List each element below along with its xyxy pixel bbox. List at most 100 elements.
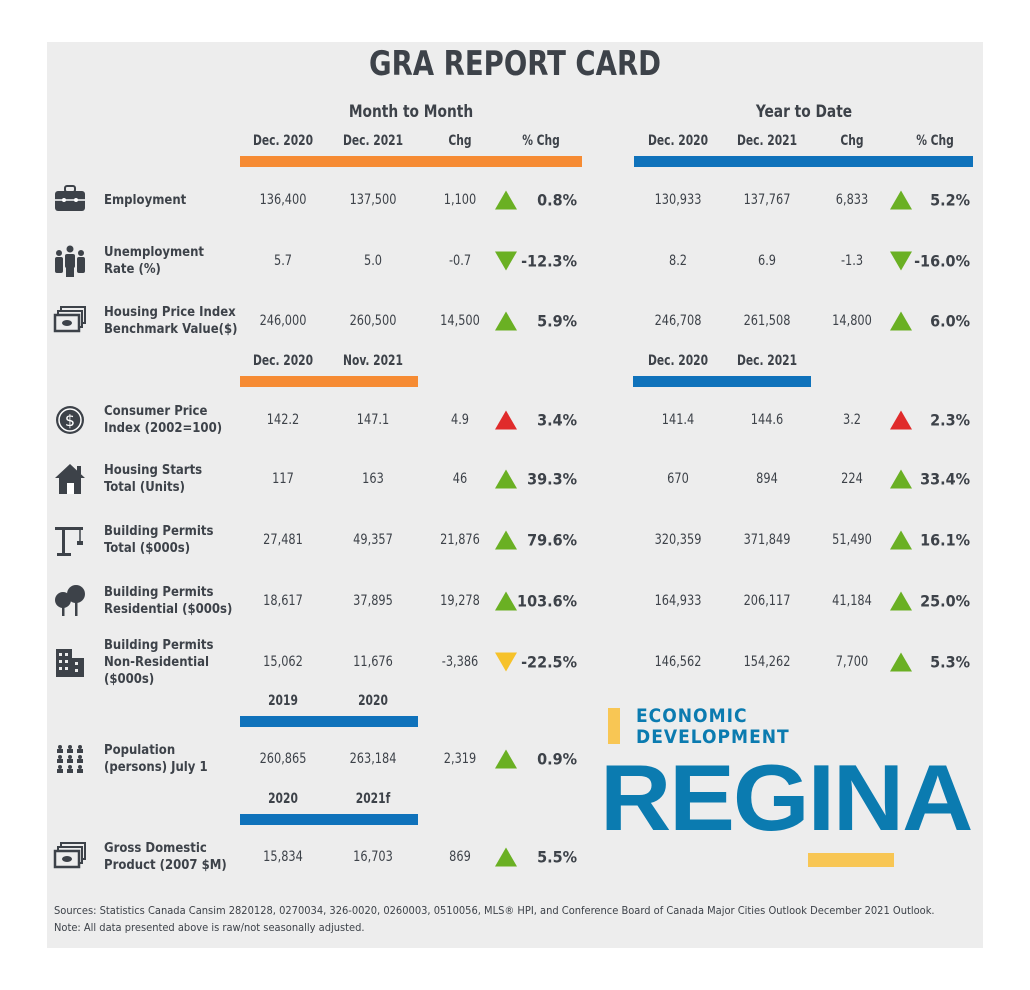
percent-change: 39.3% bbox=[527, 469, 577, 489]
column-header: Chg bbox=[448, 133, 472, 149]
trend-up-icon bbox=[495, 190, 517, 210]
trend-down-icon bbox=[495, 652, 517, 672]
metric-label: Unemployment bbox=[104, 245, 205, 260]
value-cell: 27,481 bbox=[263, 532, 303, 548]
percent-change: 103.6% bbox=[517, 591, 577, 611]
metric-label: Benchmark Value($) bbox=[104, 322, 238, 337]
column-header: Dec. 2020 bbox=[252, 133, 314, 149]
value-cell: 16,703 bbox=[353, 849, 393, 865]
change-value: -0.7 bbox=[448, 253, 472, 269]
value-cell: 130,933 bbox=[654, 192, 702, 208]
value-cell: 164,933 bbox=[654, 593, 702, 609]
percent-change: 5.5% bbox=[537, 847, 577, 867]
dollar-coin-icon: $ bbox=[53, 403, 87, 437]
blue-divider-bar bbox=[240, 716, 418, 727]
svg-text:$: $ bbox=[65, 411, 75, 430]
logo-underline bbox=[808, 853, 894, 867]
logo-line1: ECONOMIC bbox=[636, 705, 748, 727]
logo-regina: REGINA bbox=[600, 745, 973, 850]
column-header: Chg bbox=[840, 133, 864, 149]
trend-up-icon bbox=[495, 410, 517, 430]
value-cell: 49,357 bbox=[353, 532, 393, 548]
value-cell: 147.1 bbox=[356, 412, 390, 428]
metric-label: Building Permits bbox=[104, 637, 214, 653]
metric-label: Non-Residential bbox=[104, 654, 210, 670]
value-cell: 15,062 bbox=[263, 654, 303, 670]
value-cell: 260,500 bbox=[349, 313, 397, 329]
change-value: 3.2 bbox=[842, 412, 862, 428]
value-cell: 154,262 bbox=[743, 654, 791, 670]
change-value: 224 bbox=[841, 471, 863, 487]
crane-icon bbox=[53, 523, 87, 557]
change-value: 21,876 bbox=[440, 532, 480, 548]
trend-up-icon bbox=[890, 652, 912, 672]
value-cell: 117 bbox=[272, 471, 294, 487]
section-month-to-month: Month to Month bbox=[348, 102, 474, 122]
column-header: 2021f bbox=[355, 791, 391, 807]
percent-change: -12.3% bbox=[521, 251, 577, 271]
population-icon bbox=[53, 742, 87, 776]
value-cell: 894 bbox=[756, 471, 778, 487]
column-header: Dec. 2020 bbox=[647, 353, 709, 369]
value-cell: 320,359 bbox=[654, 532, 702, 548]
blue-divider-bar bbox=[634, 156, 973, 167]
column-header: % Chg bbox=[522, 133, 560, 149]
value-cell: 263,184 bbox=[349, 751, 397, 767]
office-building-icon bbox=[53, 645, 87, 679]
trend-up-icon bbox=[890, 469, 912, 489]
percent-change: -16.0% bbox=[914, 251, 970, 271]
value-cell: 11,676 bbox=[353, 654, 393, 670]
percent-change: 25.0% bbox=[920, 591, 970, 611]
change-value: 14,500 bbox=[440, 313, 480, 329]
change-value: 51,490 bbox=[832, 532, 872, 548]
column-header: Dec. 2020 bbox=[647, 133, 709, 149]
change-value: 19,278 bbox=[440, 593, 480, 609]
change-value: -1.3 bbox=[840, 253, 864, 269]
metric-label: Total ($000s) bbox=[104, 541, 191, 556]
metric-label: Consumer Price bbox=[104, 404, 208, 419]
value-cell: 6.9 bbox=[757, 253, 777, 269]
metric-label: (persons) July 1 bbox=[104, 760, 208, 775]
value-cell: 5.7 bbox=[273, 253, 293, 269]
metric-label: Building Permits bbox=[104, 524, 214, 539]
percent-change: 33.4% bbox=[920, 469, 970, 489]
percent-change: 5.9% bbox=[537, 311, 577, 331]
value-cell: 246,000 bbox=[259, 313, 307, 329]
trend-up-icon bbox=[890, 410, 912, 430]
logo-line2: DEVELOPMENT bbox=[636, 726, 790, 748]
value-cell: 15,834 bbox=[263, 849, 303, 865]
metric-label: Employment bbox=[104, 192, 187, 208]
trend-up-icon bbox=[890, 591, 912, 611]
column-header: Nov. 2021 bbox=[343, 353, 403, 369]
change-value: 4.9 bbox=[450, 412, 470, 428]
value-cell: 371,849 bbox=[743, 532, 791, 548]
trend-up-icon bbox=[890, 311, 912, 331]
percent-change: 16.1% bbox=[920, 530, 970, 550]
trend-up-icon bbox=[495, 469, 517, 489]
orange-divider-bar bbox=[240, 376, 418, 387]
percent-change: 6.0% bbox=[930, 311, 970, 331]
metric-label: Housing Starts bbox=[104, 463, 203, 478]
value-cell: 670 bbox=[667, 471, 689, 487]
column-header: Dec. 2021 bbox=[736, 353, 798, 369]
trend-up-icon bbox=[495, 530, 517, 550]
value-cell: 5.0 bbox=[363, 253, 383, 269]
column-header: Dec. 2021 bbox=[342, 133, 404, 149]
value-cell: 141.4 bbox=[661, 412, 695, 428]
percent-change: 0.9% bbox=[537, 749, 577, 769]
logo-accent-bar bbox=[608, 708, 620, 744]
metric-label: Residential ($000s) bbox=[104, 602, 233, 617]
briefcase-icon bbox=[53, 183, 87, 217]
metric-label: ($000s) bbox=[104, 671, 155, 687]
value-cell: 37,895 bbox=[353, 593, 393, 609]
money-icon bbox=[53, 304, 87, 338]
column-header: 2019 bbox=[268, 693, 298, 709]
trend-up-icon bbox=[890, 530, 912, 550]
trend-up-icon bbox=[495, 311, 517, 331]
column-header: Dec. 2021 bbox=[736, 133, 798, 149]
value-cell: 206,117 bbox=[743, 593, 791, 609]
metric-label: Rate (%) bbox=[104, 262, 161, 277]
value-cell: 137,767 bbox=[743, 192, 791, 208]
section-year-to-date: Year to Date bbox=[755, 102, 853, 122]
value-cell: 144.6 bbox=[750, 412, 784, 428]
